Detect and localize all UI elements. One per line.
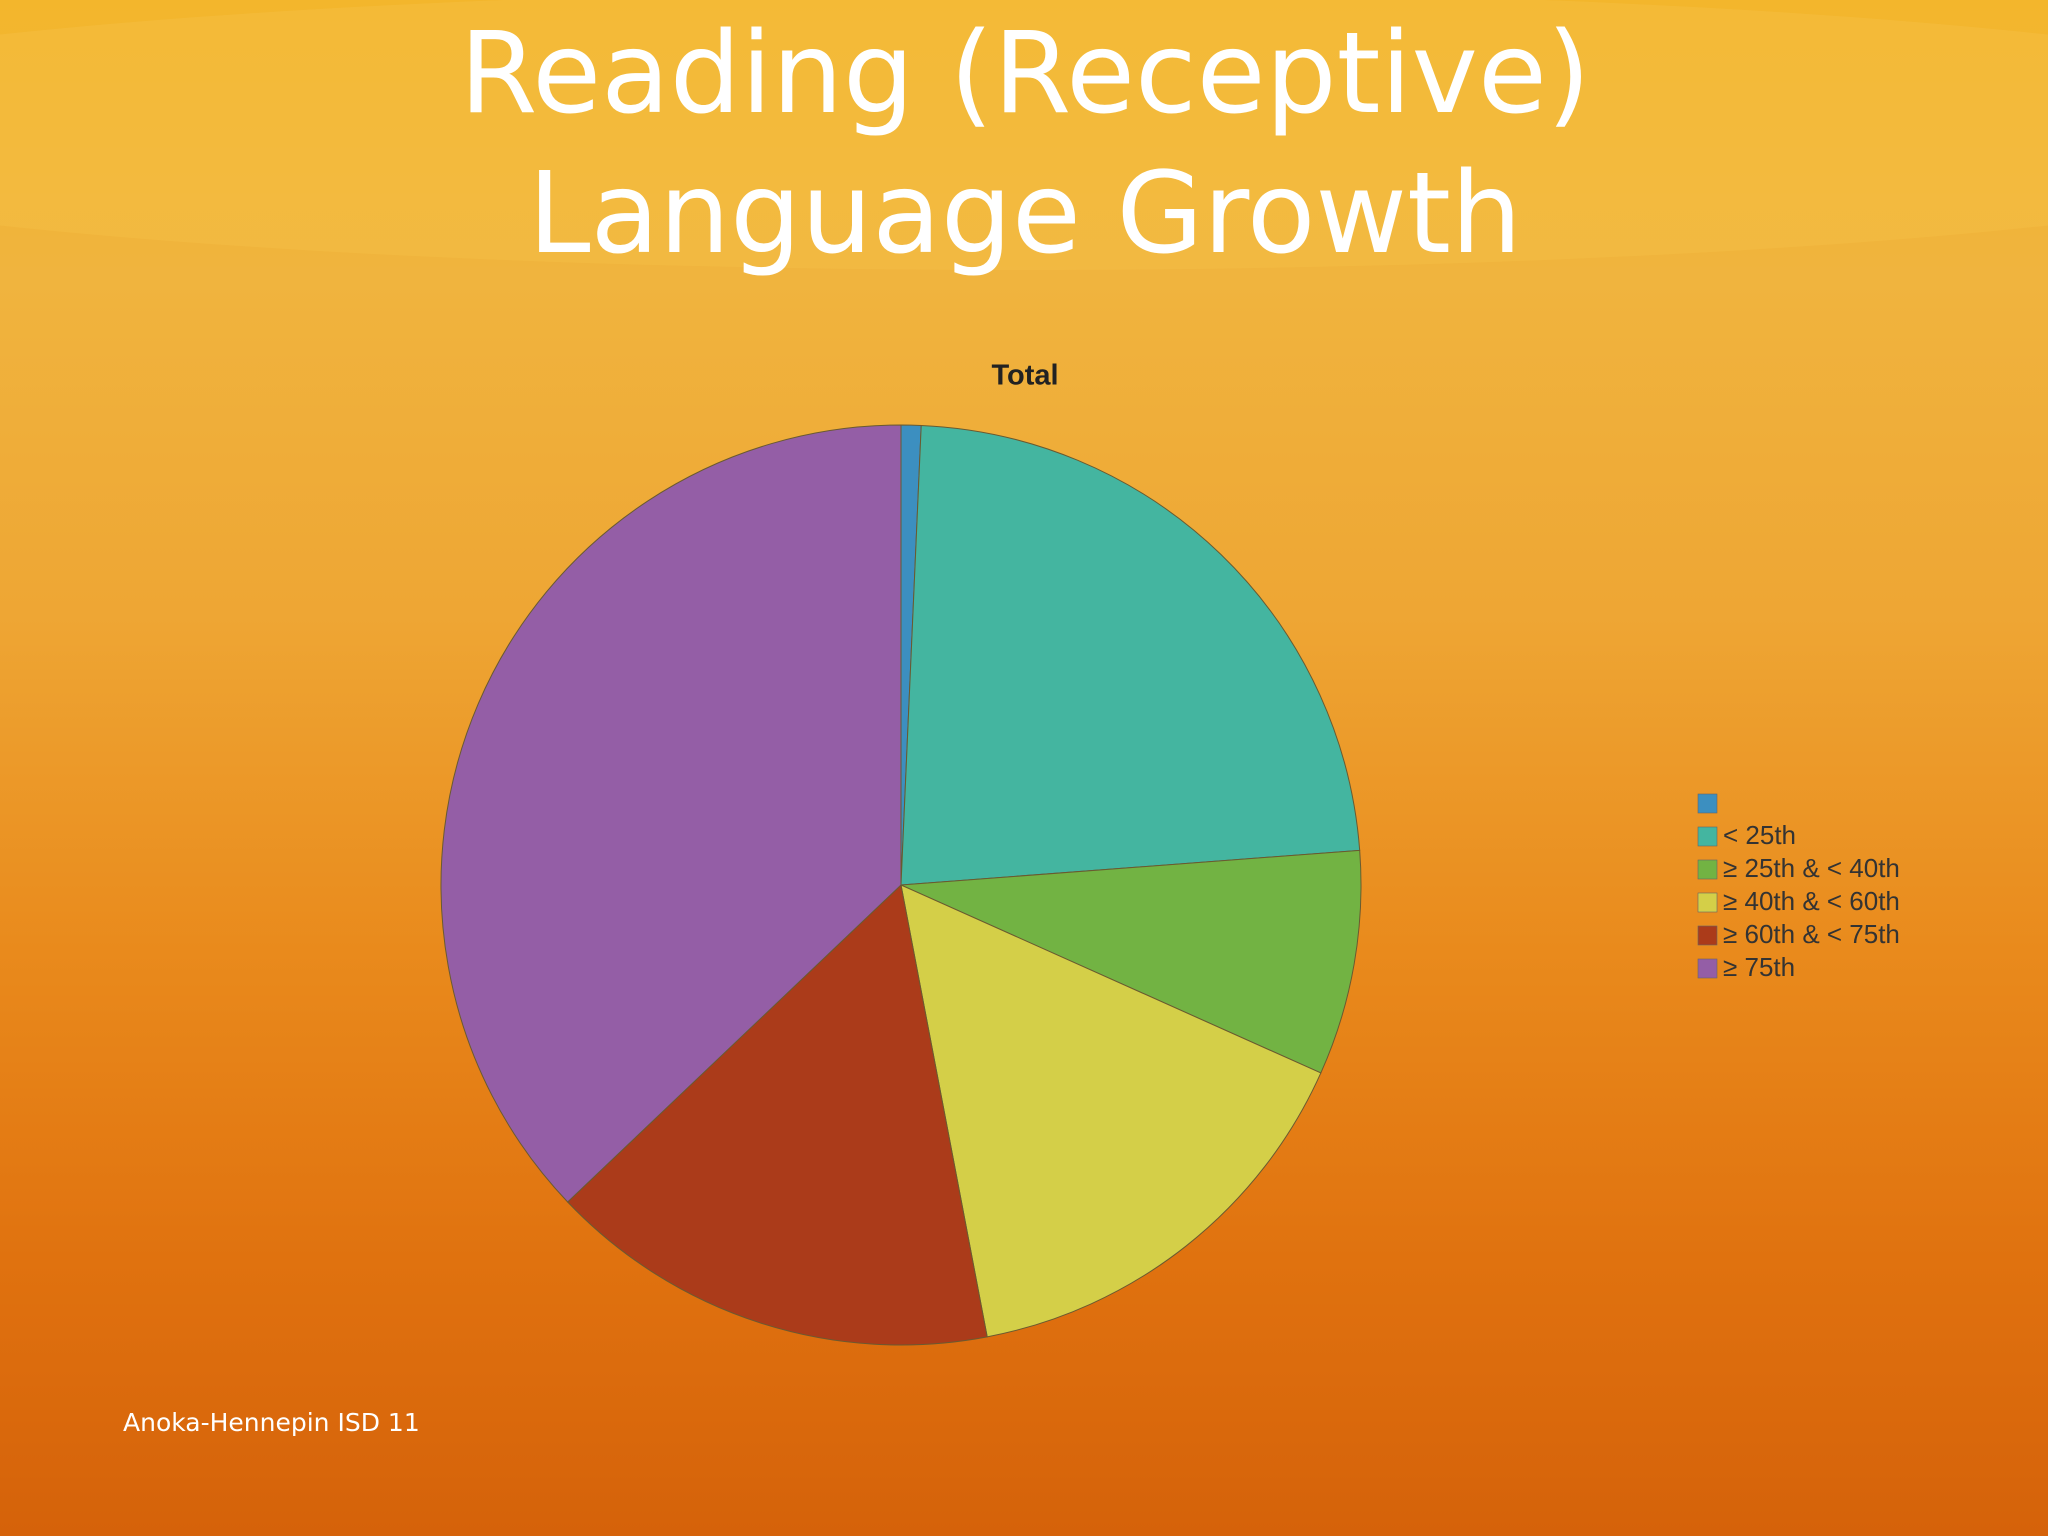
title-line: Reading (Receptive) xyxy=(459,9,1590,139)
legend-swatch xyxy=(1697,859,1718,880)
pie-slice xyxy=(900,884,1322,1338)
pie-slice xyxy=(900,424,1361,886)
legend-label: ≥ 60th & < 75th xyxy=(1723,919,1900,949)
legend-label: ≥ 25th & < 40th xyxy=(1723,853,1900,883)
legend-label: ≥ 75th xyxy=(1723,952,1795,982)
pie-slice xyxy=(900,849,1362,1074)
footer: Anoka-Hennepin ISD 11 xyxy=(123,1408,420,1437)
title-line: Language Growth xyxy=(528,149,1522,279)
chart-subtitle: Total xyxy=(991,360,1058,392)
legend-swatch xyxy=(1697,925,1718,946)
legend-label: < 25th xyxy=(1723,820,1796,850)
background-glow xyxy=(0,0,2048,270)
legend-swatch xyxy=(1697,958,1718,979)
pie-slice xyxy=(440,424,902,1203)
legend-label: ≥ 40th & < 60th xyxy=(1723,886,1900,916)
legend-swatch xyxy=(1697,793,1718,814)
legend-swatch xyxy=(1697,826,1718,847)
legend-swatch xyxy=(1697,892,1718,913)
pie-slice xyxy=(566,884,988,1346)
